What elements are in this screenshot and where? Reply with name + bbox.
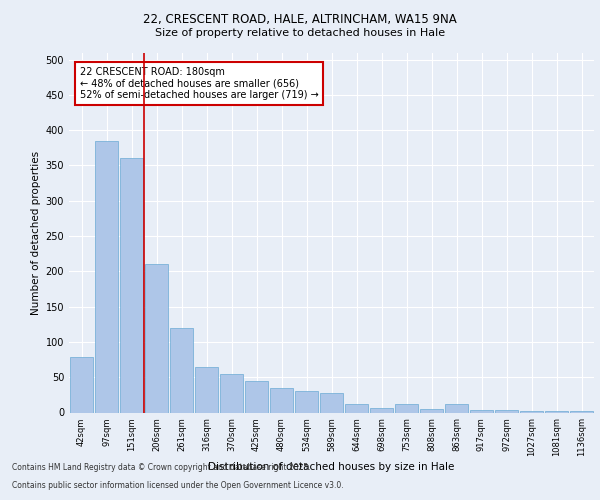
Text: 22 CRESCENT ROAD: 180sqm
← 48% of detached houses are smaller (656)
52% of semi-: 22 CRESCENT ROAD: 180sqm ← 48% of detach… bbox=[79, 67, 318, 100]
Bar bbox=[570, 411, 593, 412]
Bar bbox=[70, 358, 93, 412]
Bar bbox=[120, 158, 143, 412]
Text: 22, CRESCENT ROAD, HALE, ALTRINCHAM, WA15 9NA: 22, CRESCENT ROAD, HALE, ALTRINCHAM, WA1… bbox=[143, 12, 457, 26]
Bar bbox=[195, 366, 218, 412]
Bar bbox=[145, 264, 168, 412]
Text: Size of property relative to detached houses in Hale: Size of property relative to detached ho… bbox=[155, 28, 445, 38]
Bar bbox=[420, 409, 443, 412]
Bar bbox=[345, 404, 368, 412]
Text: Contains public sector information licensed under the Open Government Licence v3: Contains public sector information licen… bbox=[12, 481, 344, 490]
Bar bbox=[320, 392, 343, 412]
Bar bbox=[270, 388, 293, 412]
Text: Contains HM Land Registry data © Crown copyright and database right 2025.: Contains HM Land Registry data © Crown c… bbox=[12, 464, 311, 472]
Bar bbox=[445, 404, 468, 412]
Bar bbox=[370, 408, 393, 412]
Bar bbox=[495, 410, 518, 412]
Bar bbox=[170, 328, 193, 412]
Bar bbox=[220, 374, 243, 412]
Bar bbox=[545, 411, 568, 412]
Bar bbox=[395, 404, 418, 412]
X-axis label: Distribution of detached houses by size in Hale: Distribution of detached houses by size … bbox=[208, 462, 455, 472]
Bar bbox=[470, 410, 493, 412]
Bar bbox=[245, 380, 268, 412]
Y-axis label: Number of detached properties: Number of detached properties bbox=[31, 150, 41, 314]
Bar bbox=[95, 140, 118, 412]
Bar bbox=[520, 411, 543, 412]
Bar bbox=[295, 392, 318, 412]
